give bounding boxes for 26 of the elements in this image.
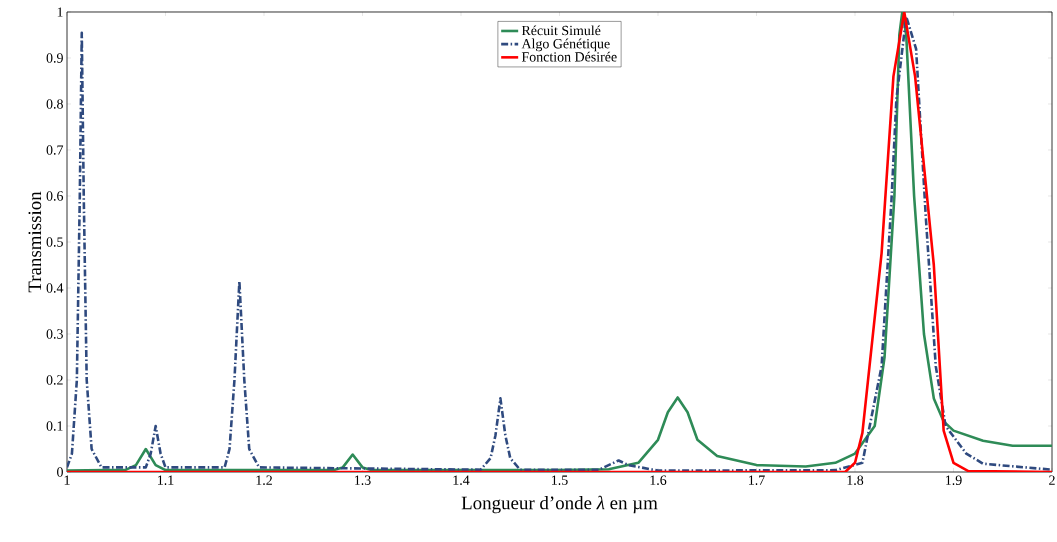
x-tick-label: 1.8 (847, 475, 864, 485)
legend-label: Récuit Simulé (521, 25, 601, 36)
x-tick-label: 1.5 (552, 475, 568, 485)
y-tick-label: 0.8 (46, 99, 63, 109)
y-tick-label: 0.5 (46, 237, 63, 247)
x-tick-label: 1.9 (946, 475, 962, 485)
x-tick-label: 1.2 (256, 475, 272, 485)
x-tick-label: 1.4 (453, 475, 470, 485)
y-tick-label: 1 (57, 7, 63, 17)
legend-label: Fonction Désirée (521, 51, 617, 62)
x-tick-label: 1.3 (355, 475, 371, 485)
y-tick-label: 0.1 (46, 421, 63, 431)
y-tick-label: 0.7 (46, 145, 64, 155)
x-tick-label: 2 (1049, 475, 1055, 485)
x-axis-title: Longueur d’onde λ en µm (461, 495, 658, 514)
legend-label: Algo Génétique (521, 38, 610, 52)
y-tick-label: 0.2 (46, 375, 63, 385)
y-axis-title: Transmission (28, 191, 42, 293)
x-tick-label: 1.7 (749, 475, 765, 485)
y-tick-label: 0.4 (46, 283, 64, 293)
x-tick-label: 1.6 (650, 475, 667, 485)
y-tick-label: 0.9 (46, 53, 63, 63)
x-tick-label: 1.1 (158, 475, 174, 485)
y-tick-label: 0.3 (46, 329, 63, 339)
y-tick-label: 0 (57, 467, 63, 477)
y-tick-label: 0.6 (46, 191, 64, 201)
